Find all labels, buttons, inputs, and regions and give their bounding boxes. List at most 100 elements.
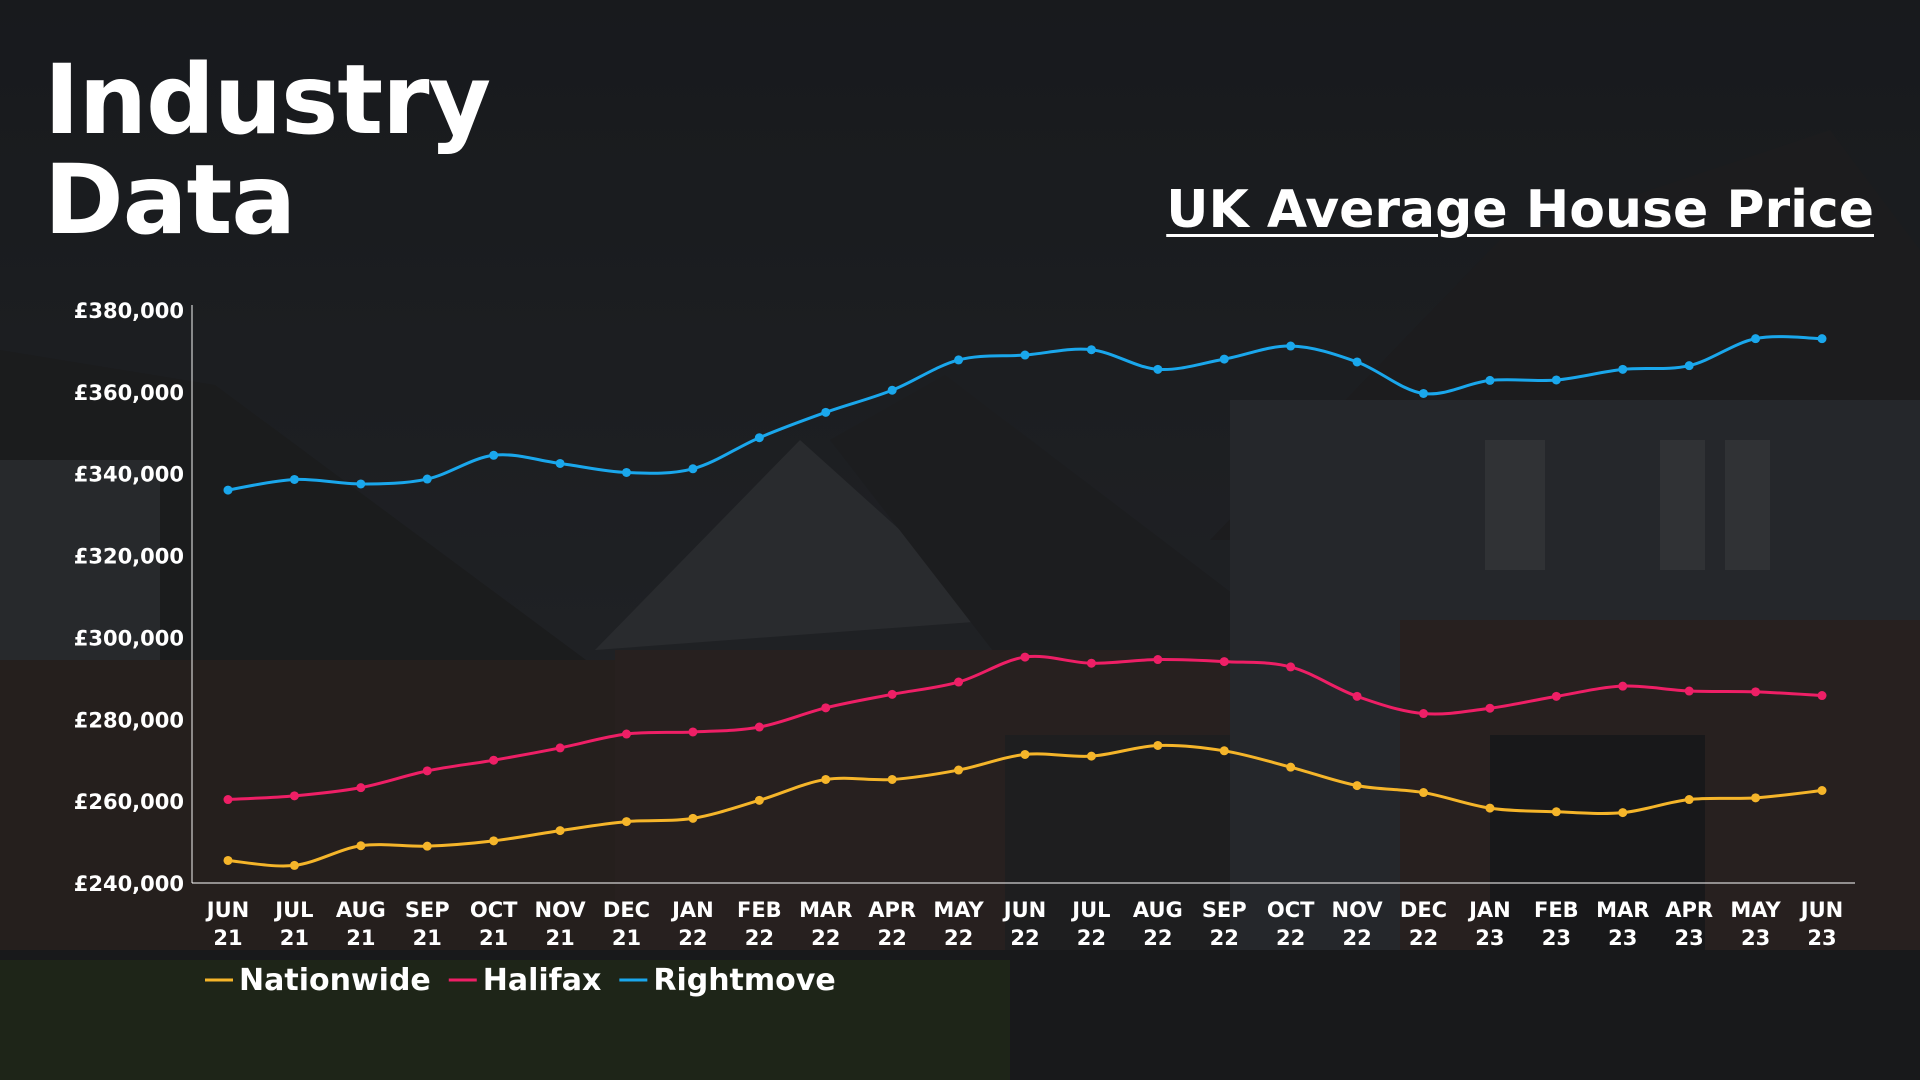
halifax-data-point [821, 703, 831, 713]
x-tick-label: SEP 21 [405, 898, 450, 950]
nationwide-data-point [289, 860, 299, 870]
y-tick-label: £380,000 [74, 299, 184, 323]
halifax-data-point [422, 766, 432, 776]
x-tick-label: DEC 21 [603, 898, 650, 950]
halifax-data-point [489, 755, 499, 765]
rightmove-series-line [227, 335, 1823, 492]
rightmove-data-point [821, 407, 831, 417]
rightmove-data-point [1551, 375, 1561, 385]
halifax-data-point [289, 791, 299, 801]
rightmove-data-point [1684, 361, 1694, 371]
halifax-data-point [887, 689, 897, 699]
nationwide-data-point [489, 836, 499, 846]
x-tick-label: JAN 22 [670, 898, 714, 950]
nationwide-data-point [688, 813, 698, 823]
rightmove-data-point [489, 450, 499, 460]
x-tick-label: OCT 21 [470, 898, 518, 950]
y-tick-label: £280,000 [74, 708, 184, 732]
nationwide-legend-label: Nationwide [239, 963, 431, 998]
halifax-data-point [1551, 691, 1561, 701]
x-tick-label: JAN 23 [1467, 898, 1511, 950]
halifax-data-point [1352, 691, 1362, 701]
nationwide-data-point [1352, 781, 1362, 791]
nationwide-data-point [1751, 793, 1761, 803]
nationwide-data-point [1618, 808, 1628, 818]
halifax-legend-label: Halifax [483, 963, 602, 998]
rightmove-data-point [1419, 388, 1428, 398]
y-tick-label: £240,000 [74, 872, 184, 896]
halifax-data-point [1684, 686, 1694, 696]
nationwide-data-point [954, 765, 964, 775]
rightmove-data-point [887, 385, 897, 395]
rightmove-data-point [954, 355, 964, 365]
x-tick-label: OCT 22 [1267, 898, 1315, 950]
rightmove-data-point [289, 474, 299, 484]
slide-title-line-2: Data [44, 144, 296, 256]
x-tick-label: NOV 21 [535, 898, 587, 950]
y-tick-label: £360,000 [74, 381, 184, 405]
rightmove-data-point [754, 433, 764, 443]
rightmove-data-point [1485, 375, 1495, 385]
rightmove-data-point [1286, 341, 1296, 351]
halifax-data-point [356, 783, 366, 793]
halifax-data-point [1817, 691, 1827, 701]
rightmove-data-point [1352, 357, 1362, 367]
nationwide-data-point [1020, 749, 1030, 759]
rightmove-data-point [622, 467, 631, 477]
nationwide-data-point [1086, 751, 1096, 761]
x-tick-label: JUN 21 [205, 898, 249, 950]
y-tick-label: £340,000 [74, 463, 184, 487]
x-tick-label: NOV 22 [1332, 898, 1384, 950]
halifax-data-point [1153, 655, 1163, 665]
x-tick-label: MAR 23 [1596, 898, 1649, 950]
rightmove-data-point [1153, 364, 1163, 374]
rightmove-data-point [1086, 345, 1096, 355]
x-tick-label: FEB 23 [1534, 898, 1579, 950]
rightmove-data-point [688, 464, 698, 474]
x-tick-label: JUN 23 [1799, 898, 1843, 950]
slide-title-line-1: Industry [44, 44, 491, 156]
x-tick-label: FEB 22 [737, 898, 782, 950]
x-tick-label: MAY 23 [1730, 898, 1781, 950]
nationwide-data-point [754, 795, 764, 805]
nationwide-data-point [622, 817, 631, 827]
rightmove-data-point [555, 458, 565, 468]
halifax-data-point [1286, 662, 1296, 672]
y-tick-label: £300,000 [74, 626, 184, 650]
halifax-series-line [227, 654, 1823, 802]
nationwide-data-point [555, 826, 565, 836]
halifax-data-point [754, 722, 764, 732]
nationwide-data-point [1419, 788, 1428, 798]
halifax-data-point [1485, 703, 1495, 713]
rightmove-data-point [1219, 354, 1229, 364]
halifax-data-point [1618, 681, 1628, 691]
rightmove-data-point [422, 474, 432, 484]
nationwide-data-point [356, 841, 366, 851]
nationwide-data-point [1219, 746, 1229, 756]
halifax-data-point [1751, 687, 1761, 697]
x-tick-label: APR 22 [868, 898, 916, 950]
rightmove-data-point [223, 485, 233, 495]
nationwide-data-point [422, 841, 432, 851]
x-tick-label: JUL 21 [273, 898, 313, 950]
nationwide-data-point [223, 855, 233, 865]
rightmove-data-point [1817, 334, 1827, 344]
rightmove-data-point [1020, 350, 1030, 360]
x-tick-label: AUG 22 [1133, 898, 1183, 950]
x-tick-label: DEC 22 [1400, 898, 1447, 950]
chart-title: UK Average House Price [1166, 180, 1874, 240]
y-tick-label: £260,000 [74, 790, 184, 814]
x-tick-label: APR 23 [1665, 898, 1713, 950]
halifax-data-point [954, 677, 964, 687]
rightmove-data-point [1751, 334, 1761, 344]
halifax-data-point [1219, 657, 1229, 667]
nationwide-data-point [821, 774, 831, 784]
nationwide-data-point [1153, 740, 1163, 750]
halifax-data-point [1086, 658, 1096, 668]
halifax-data-point [223, 795, 233, 805]
halifax-data-point [555, 743, 565, 753]
nationwide-data-point [1684, 795, 1694, 805]
halifax-data-point [688, 727, 698, 737]
nationwide-data-point [1551, 807, 1561, 817]
